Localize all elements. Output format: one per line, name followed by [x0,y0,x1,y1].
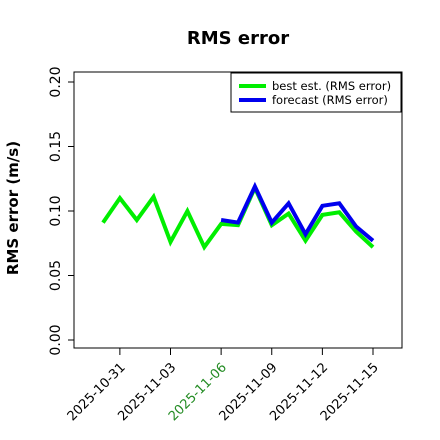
plot-frame [73,71,403,349]
legend: best est. (RMS error) forecast (RMS erro… [230,72,402,113]
y-tick-label: 0.20 [48,66,64,97]
y-axis: 0.00 0.05 0.10 0.15 0.20 [48,66,75,356]
x-axis: 2025-10-312025-11-032025-11-062025-11-09… [65,347,382,424]
series-line-forecast [220,181,375,243]
y-tick-label: 0.10 [48,195,64,226]
chart-title: RMS error [187,28,289,49]
series-line-best-est [101,182,375,252]
legend-box [230,72,402,113]
y-tick-label: 0.00 [48,324,64,355]
y-tick-label: 0.15 [48,131,64,162]
y-axis-label: RMS error (m/s) [4,141,22,275]
series-layer [101,181,375,252]
y-tick-label: 0.05 [48,260,64,291]
legend-label-forecast: forecast (RMS error) [272,93,388,107]
legend-label-best-est: best est. (RMS error) [272,79,391,93]
